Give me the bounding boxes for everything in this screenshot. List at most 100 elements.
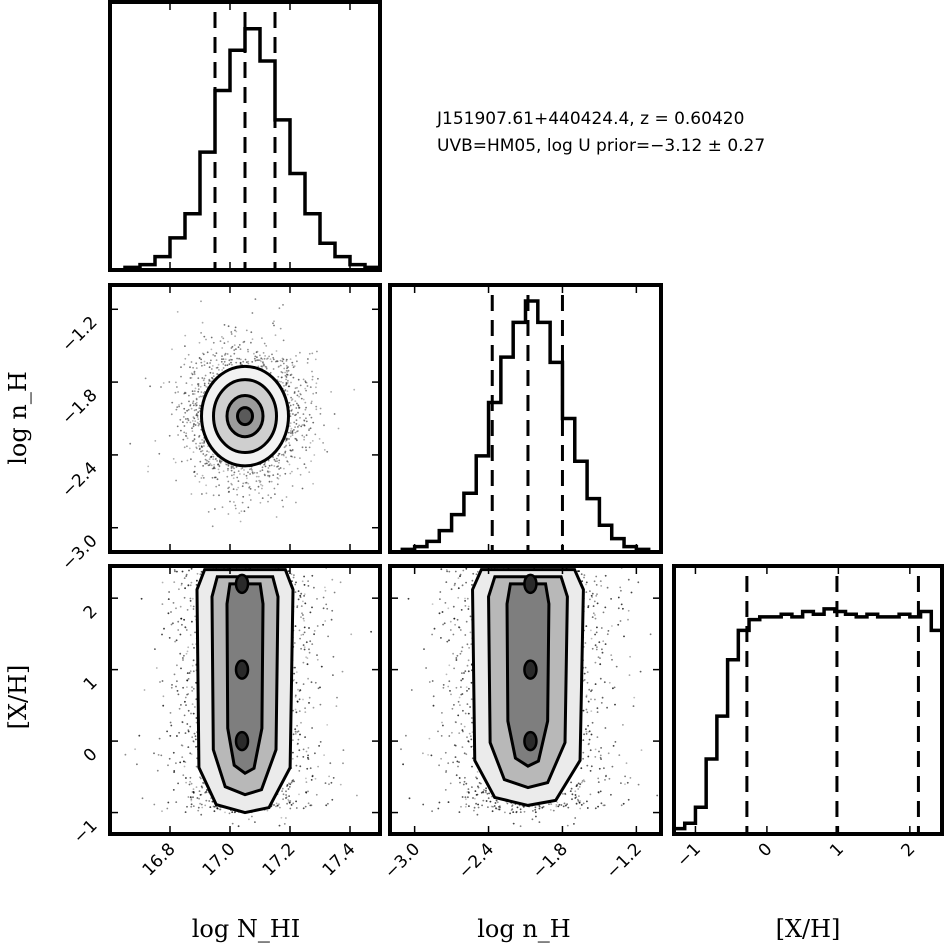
scatter-point — [189, 366, 191, 369]
scatter-point — [304, 381, 307, 384]
scatter-point — [302, 748, 305, 751]
scatter-point — [306, 767, 309, 770]
scatter-point — [168, 757, 171, 760]
scatter-point — [302, 378, 305, 381]
scatter-point — [305, 434, 308, 437]
scatter-point — [279, 327, 282, 330]
scatter-point — [289, 404, 292, 407]
scatter-point — [174, 391, 177, 394]
scatter-point — [171, 401, 174, 404]
scatter-point — [286, 390, 289, 392]
scatter-point — [308, 651, 311, 654]
scatter-point — [233, 352, 236, 355]
scatter-point — [291, 485, 294, 487]
scatter-point — [134, 748, 137, 751]
scatter-point — [190, 782, 193, 785]
scatter-point — [325, 603, 328, 606]
scatter-point — [305, 389, 307, 392]
scatter-point — [254, 359, 257, 362]
scatter-point — [267, 474, 269, 477]
scatter-point — [289, 783, 292, 786]
scatter-point — [241, 467, 244, 469]
scatter-point — [298, 710, 301, 712]
scatter-point — [295, 807, 298, 809]
scatter-point — [221, 358, 223, 360]
scatter-point — [168, 434, 171, 437]
scatter-point — [227, 487, 230, 490]
scatter-point — [187, 678, 190, 680]
scatter-point — [171, 684, 173, 686]
scatter-point — [206, 362, 209, 364]
scatter-point — [201, 439, 204, 441]
scatter-point — [184, 626, 187, 629]
scatter-point — [210, 359, 212, 362]
scatter-point — [285, 796, 288, 798]
scatter-point — [275, 802, 278, 805]
scatter-point — [303, 593, 306, 596]
scatter-point — [308, 446, 311, 449]
scatter-point — [168, 637, 171, 639]
scatter-point — [261, 487, 263, 490]
scatter-point — [234, 504, 237, 507]
scatter-point — [297, 738, 300, 741]
scatter-point — [299, 393, 302, 396]
scatter-point — [294, 695, 297, 698]
scatter-point — [224, 811, 226, 814]
scatter-point — [294, 591, 297, 593]
scatter-point — [305, 446, 307, 449]
scatter-point — [162, 382, 165, 384]
scatter-point — [308, 696, 311, 699]
scatter-point — [207, 511, 210, 513]
scatter-point — [154, 440, 157, 442]
scatter-point — [183, 654, 185, 657]
scatter-point — [178, 731, 181, 734]
scatter-point — [233, 467, 235, 470]
scatter-point — [191, 440, 194, 442]
scatter-point — [210, 348, 213, 351]
scatter-point — [252, 472, 254, 475]
scatter-point — [191, 384, 193, 386]
scatter-point — [189, 776, 192, 779]
scatter-point — [293, 780, 295, 783]
scatter-point — [279, 474, 281, 477]
scatter-point — [208, 451, 210, 453]
scatter-point — [322, 623, 324, 626]
scatter-point — [247, 348, 249, 351]
scatter-point — [196, 421, 199, 424]
scatter-point — [291, 448, 294, 451]
scatter-point — [196, 797, 199, 799]
scatter-point — [260, 357, 263, 360]
scatter-point — [163, 627, 165, 630]
scatter-point — [157, 754, 160, 756]
scatter-point — [284, 389, 287, 391]
scatter-point — [263, 357, 266, 360]
scatter-point — [201, 377, 204, 379]
scatter-point — [180, 582, 183, 585]
scatter-point — [330, 781, 333, 784]
scatter-point — [314, 433, 317, 436]
scatter-point — [180, 460, 183, 463]
scatter-point — [202, 392, 205, 394]
scatter-point — [186, 679, 189, 682]
scatter-point — [232, 466, 234, 468]
scatter-point — [285, 378, 287, 381]
scatter-point — [177, 629, 180, 631]
scatter-point — [262, 352, 265, 354]
scatter-point — [197, 424, 200, 427]
scatter-point — [184, 761, 187, 763]
scatter-point — [200, 785, 203, 788]
scatter-point — [332, 655, 335, 658]
scatter-point — [299, 733, 301, 736]
scatter-point — [211, 800, 214, 803]
scatter-point — [193, 434, 196, 437]
scatter-point — [234, 335, 237, 338]
scatter-point — [175, 639, 178, 642]
scatter-point — [186, 693, 189, 696]
scatter-point — [239, 520, 242, 523]
scatter-point — [289, 431, 292, 434]
scatter-point — [275, 360, 278, 362]
scatter-point — [309, 804, 312, 807]
scatter-point — [290, 449, 292, 452]
scatter-point — [305, 656, 307, 659]
scatter-point — [193, 647, 195, 649]
